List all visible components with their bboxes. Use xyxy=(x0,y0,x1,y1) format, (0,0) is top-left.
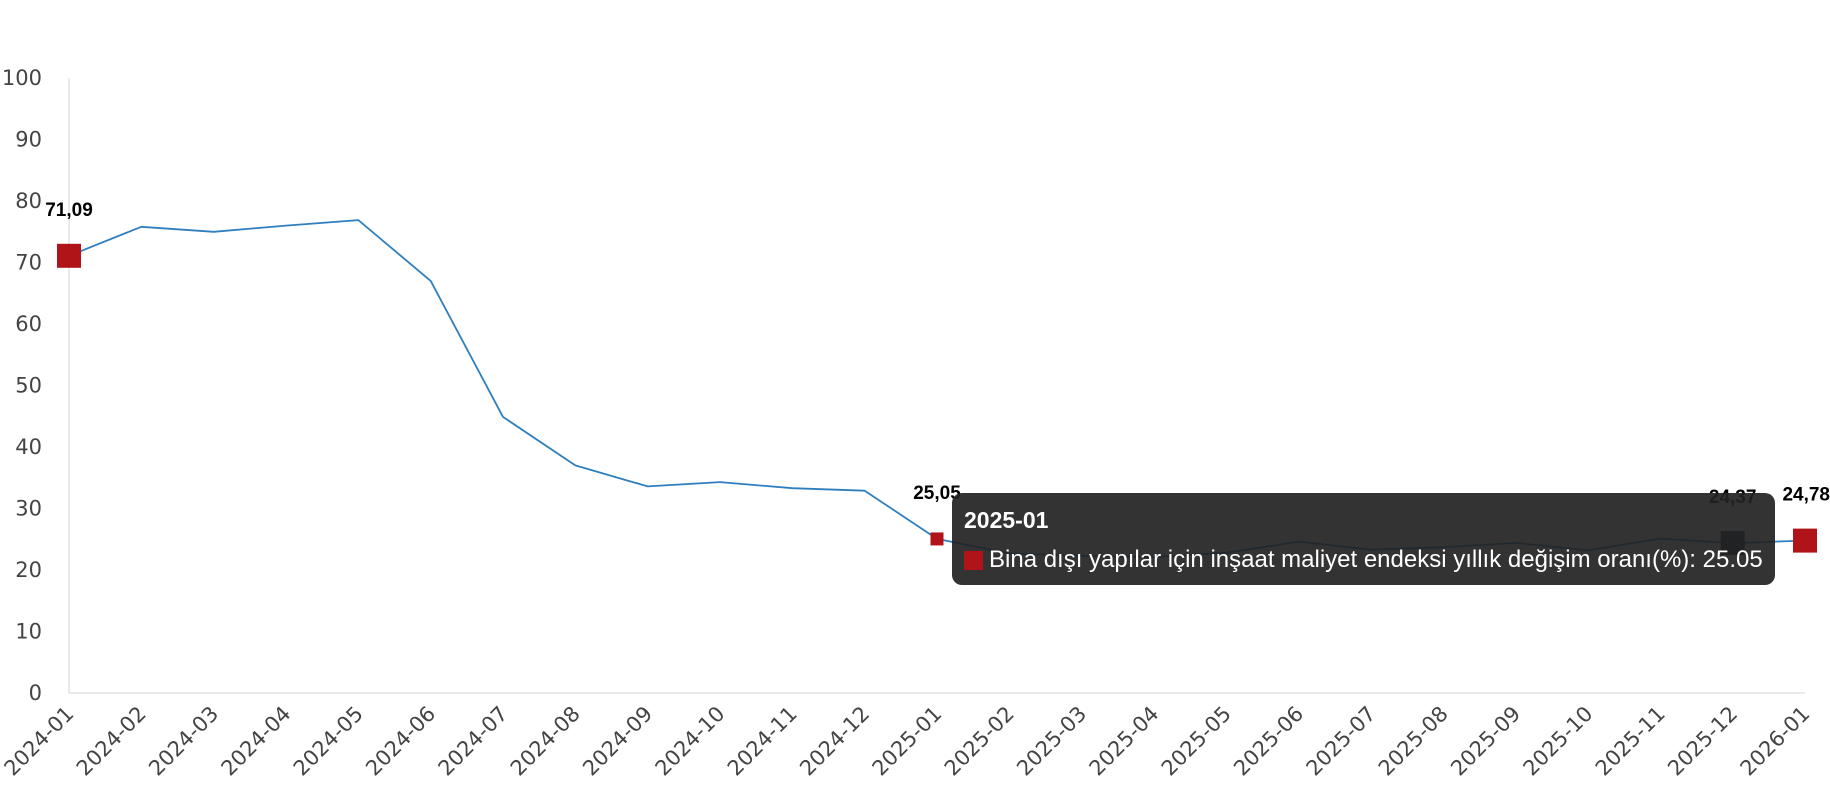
x-tick-label: 2025-11 xyxy=(1591,702,1670,781)
x-tick-label: 2024-06 xyxy=(361,702,440,781)
y-tick-label: 10 xyxy=(15,620,42,644)
x-tick-label: 2025-09 xyxy=(1446,702,1525,781)
y-tick-label: 70 xyxy=(15,251,42,275)
data-label: 25,05 xyxy=(913,483,961,504)
tooltip-title: 2025-01 xyxy=(964,507,1049,533)
tooltip-row: Bina dışı yapılar için inşaat maliyet en… xyxy=(964,545,1763,575)
x-tick-label: 2024-10 xyxy=(651,702,730,781)
x-tick-label: 2024-09 xyxy=(578,702,657,781)
y-tick-label: 100 xyxy=(2,66,42,90)
x-axis-ticks: 2024-012024-022024-032024-042024-052024-… xyxy=(0,702,1815,781)
x-tick-label: 2024-02 xyxy=(72,702,151,781)
tooltip-series-swatch xyxy=(964,550,983,570)
y-tick-label: 30 xyxy=(15,497,42,521)
x-tick-label: 2024-08 xyxy=(506,702,585,781)
chart-tooltip: 2025-01 Bina dışı yapılar için inşaat ma… xyxy=(952,493,1775,585)
y-tick-label: 60 xyxy=(15,312,42,336)
x-tick-label: 2025-06 xyxy=(1229,702,1308,781)
y-axis-ticks: 0 10 20 30 40 50 60 70 80 90 100 xyxy=(2,66,42,705)
y-tick-label: 90 xyxy=(15,128,42,152)
data-point-marker[interactable] xyxy=(1793,528,1817,553)
axes xyxy=(68,78,1805,694)
x-tick-label: 2024-03 xyxy=(144,702,223,781)
y-tick-label: 80 xyxy=(15,189,42,213)
y-tick-label: 20 xyxy=(15,558,42,582)
x-tick-label: 2024-12 xyxy=(795,702,874,781)
x-tick-label: 2025-12 xyxy=(1663,702,1742,781)
x-tick-label: 2024-01 xyxy=(0,702,79,781)
x-tick-label: 2025-10 xyxy=(1519,702,1598,781)
x-tick-label: 2024-04 xyxy=(217,702,296,781)
x-tick-label: 2025-01 xyxy=(868,702,947,781)
x-tick-label: 2025-04 xyxy=(1085,702,1164,781)
x-tick-label: 2026-01 xyxy=(1736,702,1815,781)
data-label: 71,09 xyxy=(45,200,93,221)
tooltip-series-value: Bina dışı yapılar için inşaat maliyet en… xyxy=(989,546,1763,573)
x-tick-label: 2024-05 xyxy=(289,702,368,781)
x-tick-label: 2024-07 xyxy=(434,702,513,781)
data-point-marker[interactable] xyxy=(930,532,944,546)
x-tick-label: 2024-11 xyxy=(723,702,802,781)
data-label: 24,78 xyxy=(1782,485,1830,506)
y-tick-label: 50 xyxy=(15,374,42,398)
x-tick-label: 2025-08 xyxy=(1374,702,1453,781)
x-tick-label: 2025-07 xyxy=(1302,702,1381,781)
data-point-marker[interactable] xyxy=(57,243,81,268)
y-tick-label: 40 xyxy=(15,435,42,459)
x-tick-label: 2025-05 xyxy=(1157,702,1236,781)
x-tick-label: 2025-03 xyxy=(1012,702,1091,781)
y-tick-label: 0 xyxy=(29,681,42,705)
x-tick-label: 2025-02 xyxy=(940,702,1019,781)
